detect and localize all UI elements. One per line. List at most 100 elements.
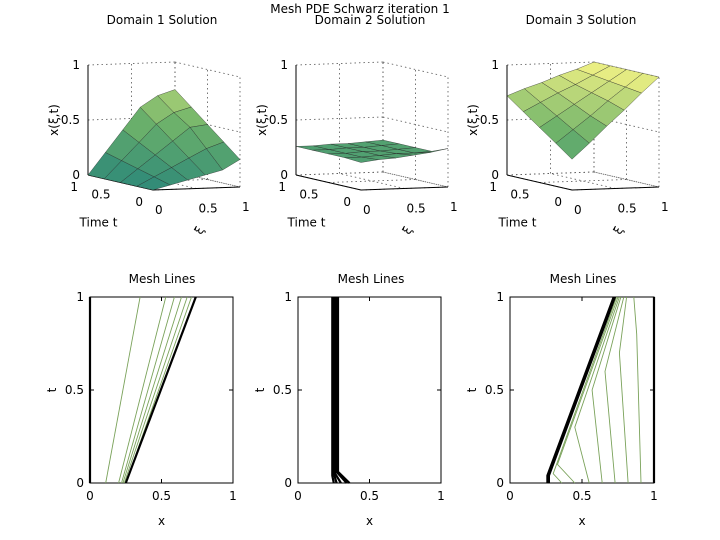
mesh-line (618, 296, 629, 484)
y-tick-label: 1 (284, 290, 292, 304)
y-tick-label: 0 (76, 476, 84, 490)
x-tick-label: 0 (294, 489, 302, 503)
t-axis-line (295, 174, 362, 191)
t-axis-line (506, 174, 573, 191)
z-axis-label: x(ξ,t) (47, 104, 61, 136)
t-tick-label: 1 (278, 180, 286, 194)
grid-line (550, 173, 616, 189)
grid-line (539, 179, 627, 183)
surface-title: Domain 2 Solution (315, 13, 426, 27)
xi-tick-label: 0.5 (618, 202, 637, 216)
surface-title: Domain 1 Solution (107, 13, 218, 27)
t-tick-label: 0.5 (510, 188, 529, 202)
mesh-line (121, 296, 175, 484)
plot-area (297, 296, 442, 484)
xi-tick-label: 1 (450, 200, 458, 214)
x-tick-label: 0.5 (572, 489, 591, 503)
t-tick-label: 0.5 (299, 188, 318, 202)
z-tick-label: 0 (280, 168, 288, 182)
mesh-line (633, 296, 642, 484)
mesh-line (123, 296, 188, 484)
z-axis-label: x(ξ,t) (255, 104, 269, 136)
t-tick-label: 0 (554, 195, 562, 209)
grid-line (295, 171, 384, 176)
surface-grid (295, 61, 449, 191)
z-tick-label: 0.5 (61, 113, 80, 127)
grid-line (295, 61, 384, 66)
z-axis-label: x(ξ,t) (466, 104, 480, 136)
surface-patch (206, 141, 241, 171)
mesh-line (122, 296, 182, 484)
mesh-lines-plot-domain-2: Mesh Lines 0 0.5 1 0 0.5 1 x t (253, 272, 445, 528)
xi-tick-label: 1 (242, 200, 250, 214)
mesh-lines (546, 296, 656, 484)
mesh-line (552, 296, 618, 484)
y-axis-label: t (465, 387, 479, 392)
xi-axis-label: ξ (192, 224, 207, 237)
figure-title: Mesh PDE Schwarz iteration 1 (270, 2, 449, 16)
mesh-line (546, 296, 615, 483)
z-tick-label: 0.5 (480, 113, 499, 127)
xi-tick-label: 0 (155, 203, 163, 217)
xi-axis-label: ξ (400, 224, 415, 237)
mesh-line (332, 297, 338, 484)
y-tick-label: 1 (496, 290, 504, 304)
t-tick-label: 0 (135, 195, 143, 209)
mesh-line (118, 296, 167, 484)
y-tick-label: 0.5 (65, 383, 84, 397)
mesh-line (336, 297, 351, 484)
xi-tick-label: 0 (363, 203, 371, 217)
mesh-title: Mesh Lines (550, 272, 617, 286)
surface-patch (625, 73, 660, 94)
x-tick-label: 0 (506, 489, 514, 503)
t-tick-label: 1 (489, 180, 497, 194)
t-axis-label: Time t (498, 216, 537, 230)
mesh-line (335, 297, 348, 484)
mesh-lines (331, 297, 351, 484)
grid-line (506, 171, 595, 176)
z-tick-label: 0 (491, 168, 499, 182)
y-axis-label: t (45, 387, 59, 392)
x-axis-label: x (158, 514, 165, 528)
t-tick-label: 0 (343, 195, 351, 209)
xi-tick-label: 0 (574, 203, 582, 217)
z-tick-label: 1 (491, 58, 499, 72)
x-tick-label: 0 (86, 489, 94, 503)
mesh-line (334, 297, 342, 484)
mesh-line (556, 296, 619, 484)
z-tick-label: 1 (280, 58, 288, 72)
y-tick-label: 0 (496, 476, 504, 490)
xi-axis-line (360, 186, 449, 191)
mesh-line (604, 296, 625, 484)
mesh-line (124, 296, 197, 484)
xi-axis-line (571, 186, 660, 191)
y-tick-label: 0.5 (485, 383, 504, 397)
t-axis-label: Time t (79, 216, 118, 230)
z-tick-label: 0 (72, 168, 80, 182)
mesh-line (547, 296, 617, 483)
xi-tick-label: 1 (661, 200, 669, 214)
z-tick-label: 0.5 (269, 113, 288, 127)
mesh-line (591, 296, 622, 484)
surface (506, 61, 660, 160)
t-axis-label: Time t (287, 216, 326, 230)
mesh-lines-plot-domain-3: Mesh Lines 0 0.5 1 0 0.5 1 x t (465, 272, 658, 528)
x-axis-label: x (578, 514, 585, 528)
surface-patch (414, 148, 449, 154)
mesh-title: Mesh Lines (129, 272, 196, 286)
t-tick-label: 1 (70, 180, 78, 194)
y-tick-label: 0 (284, 476, 292, 490)
y-axis-label: t (253, 387, 267, 392)
t-tick-label: 0.5 (91, 188, 110, 202)
mesh-title: Mesh Lines (338, 272, 405, 286)
mesh-line (574, 296, 620, 484)
x-axis-label: x (366, 514, 373, 528)
x-tick-label: 1 (650, 489, 658, 503)
surface (295, 139, 449, 163)
grid-line (506, 61, 595, 66)
x-tick-label: 0.5 (360, 489, 379, 503)
